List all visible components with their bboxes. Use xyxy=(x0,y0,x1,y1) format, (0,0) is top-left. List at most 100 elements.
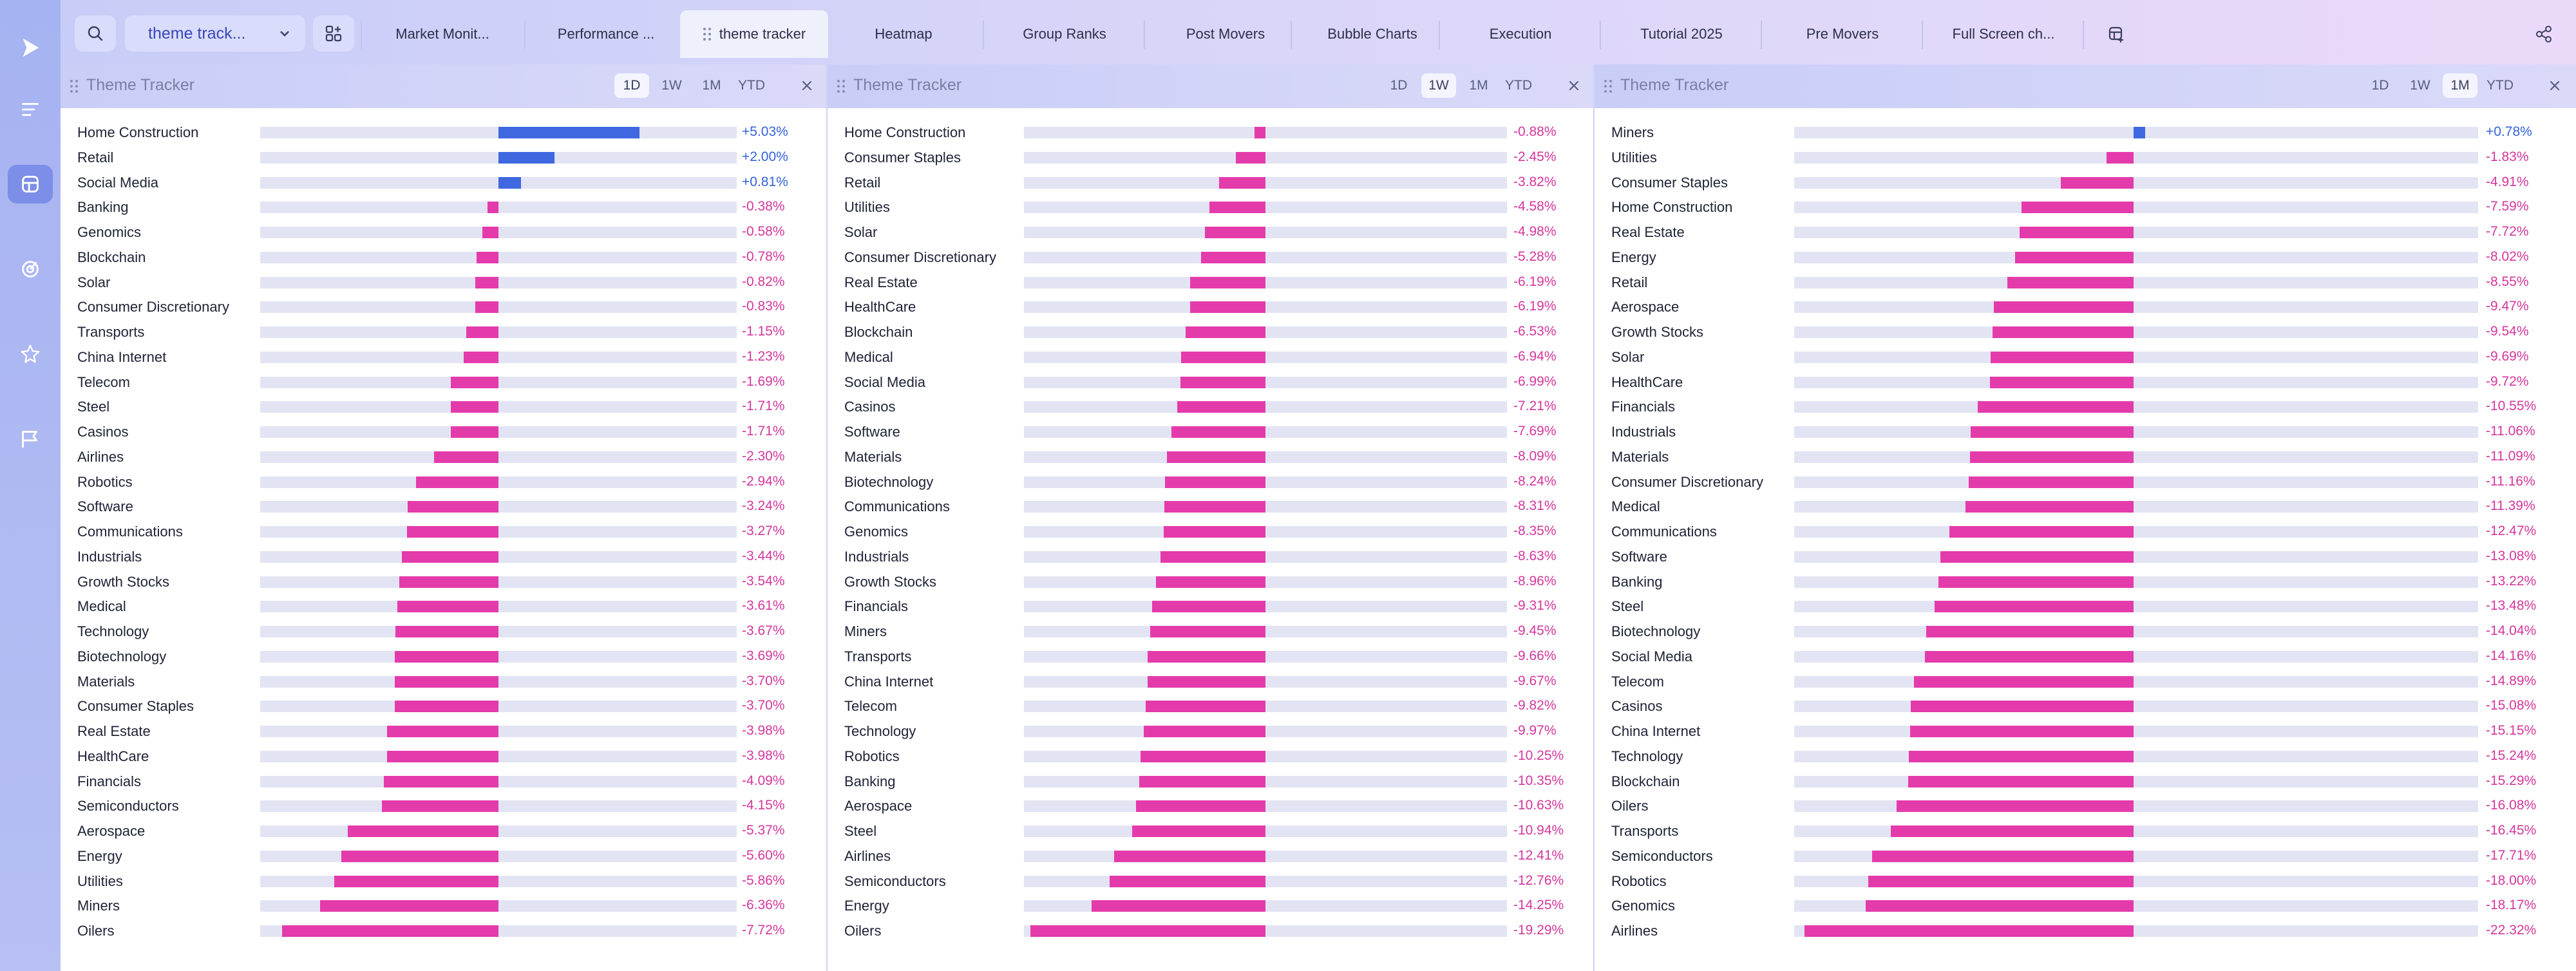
play-logo-icon[interactable] xyxy=(8,28,53,67)
theme-row[interactable]: Energy -8.02% xyxy=(1595,245,2576,270)
theme-row[interactable]: Biotechnology -8.24% xyxy=(828,469,1593,495)
theme-row[interactable]: Transports -9.66% xyxy=(828,644,1593,669)
tab-execution[interactable]: Execution xyxy=(1446,10,1595,58)
theme-row[interactable]: Casinos -15.08% xyxy=(1595,693,2576,719)
theme-row[interactable]: Oilers -16.08% xyxy=(1595,793,2576,818)
drag-handle-icon[interactable] xyxy=(703,26,712,42)
theme-row[interactable]: HealthCare -3.98% xyxy=(61,744,826,769)
theme-row[interactable]: Airlines -22.32% xyxy=(1595,918,2576,943)
theme-row[interactable]: Miners +0.78% xyxy=(1595,120,2576,145)
theme-row[interactable]: Biotechnology -14.04% xyxy=(1595,619,2576,644)
theme-row[interactable]: Transports -1.15% xyxy=(61,319,826,344)
theme-row[interactable]: Communications -3.27% xyxy=(61,519,826,544)
theme-row[interactable]: Semiconductors -17.71% xyxy=(1595,844,2576,869)
theme-row[interactable]: Medical -11.39% xyxy=(1595,494,2576,519)
theme-row[interactable]: Blockchain -0.78% xyxy=(61,245,826,270)
theme-row[interactable]: Aerospace -5.37% xyxy=(61,818,826,844)
theme-row[interactable]: Medical -3.61% xyxy=(61,594,826,619)
tab-performance[interactable]: Performance ... xyxy=(532,10,680,58)
theme-row[interactable]: Biotechnology -3.69% xyxy=(61,644,826,669)
theme-row[interactable]: Aerospace -10.63% xyxy=(828,793,1593,818)
drag-handle-icon[interactable] xyxy=(70,79,79,94)
close-icon[interactable] xyxy=(2548,79,2562,93)
flag-icon[interactable] xyxy=(8,420,53,458)
timeframe-button-1m[interactable]: 1M xyxy=(702,78,721,93)
theme-row[interactable]: Airlines -2.30% xyxy=(61,444,826,469)
tab-full-screen-charts[interactable]: Full Screen ch... xyxy=(1929,10,2078,58)
timeframe-button-ytd[interactable]: YTD xyxy=(2486,78,2514,93)
theme-row[interactable]: Real Estate -6.19% xyxy=(828,270,1593,295)
theme-row[interactable]: Blockchain -6.53% xyxy=(828,319,1593,344)
theme-row[interactable]: HealthCare -9.72% xyxy=(1595,370,2576,395)
theme-row[interactable]: Financials -9.31% xyxy=(828,594,1593,619)
theme-row[interactable]: Retail +2.00% xyxy=(61,145,826,170)
theme-row[interactable]: Communications -8.31% xyxy=(828,494,1593,519)
theme-row[interactable]: Solar -0.82% xyxy=(61,270,826,295)
theme-row[interactable]: Utilities -5.86% xyxy=(61,869,826,894)
add-tab-button[interactable] xyxy=(2096,10,2137,58)
theme-row[interactable]: Technology -15.24% xyxy=(1595,744,2576,769)
theme-row[interactable]: Oilers -7.72% xyxy=(61,918,826,943)
theme-row[interactable]: Growth Stocks -9.54% xyxy=(1595,319,2576,344)
share-button[interactable] xyxy=(2526,18,2562,50)
theme-row[interactable]: Banking -0.38% xyxy=(61,194,826,220)
theme-row[interactable]: Blockchain -15.29% xyxy=(1595,769,2576,794)
theme-row[interactable]: Technology -9.97% xyxy=(828,719,1593,744)
theme-row[interactable]: Consumer Staples -4.91% xyxy=(1595,170,2576,195)
theme-row[interactable]: Genomics -18.17% xyxy=(1595,893,2576,918)
theme-row[interactable]: Energy -14.25% xyxy=(828,893,1593,918)
theme-row[interactable]: Social Media +0.81% xyxy=(61,170,826,195)
theme-row[interactable]: Financials -10.55% xyxy=(1595,394,2576,419)
theme-row[interactable]: Utilities -1.83% xyxy=(1595,145,2576,170)
theme-row[interactable]: Energy -5.60% xyxy=(61,844,826,869)
theme-row[interactable]: Telecom -14.89% xyxy=(1595,669,2576,694)
theme-row[interactable]: Retail -8.55% xyxy=(1595,270,2576,295)
theme-row[interactable]: Industrials -11.06% xyxy=(1595,419,2576,444)
timeframe-button-ytd[interactable]: YTD xyxy=(738,78,765,93)
theme-row[interactable]: Solar -9.69% xyxy=(1595,344,2576,370)
theme-row[interactable]: China Internet -9.67% xyxy=(828,669,1593,694)
theme-row[interactable]: Materials -3.70% xyxy=(61,669,826,694)
theme-row[interactable]: Consumer Staples -2.45% xyxy=(828,145,1593,170)
radar-icon[interactable] xyxy=(8,250,53,288)
tab-post-movers[interactable]: Post Movers xyxy=(1151,10,1300,58)
timeframe-button-1w[interactable]: 1W xyxy=(661,78,682,93)
workspace-select[interactable]: theme track... xyxy=(125,15,305,52)
theme-row[interactable]: Telecom -1.69% xyxy=(61,370,826,395)
timeframe-button-1w[interactable]: 1W xyxy=(2410,78,2430,93)
close-icon[interactable] xyxy=(800,79,814,93)
close-icon[interactable] xyxy=(1567,79,1581,93)
theme-row[interactable]: HealthCare -6.19% xyxy=(828,294,1593,319)
search-button[interactable] xyxy=(75,15,116,52)
theme-row[interactable]: Robotics -10.25% xyxy=(828,744,1593,769)
theme-row[interactable]: Home Construction +5.03% xyxy=(61,120,826,145)
theme-row[interactable]: Consumer Discretionary -0.83% xyxy=(61,294,826,319)
theme-row[interactable]: Banking -13.22% xyxy=(1595,569,2576,594)
theme-row[interactable]: Steel -10.94% xyxy=(828,818,1593,844)
theme-row[interactable]: Robotics -2.94% xyxy=(61,469,826,495)
theme-row[interactable]: Medical -6.94% xyxy=(828,344,1593,370)
layout-button[interactable] xyxy=(313,15,354,52)
tab-pre-movers[interactable]: Pre Movers xyxy=(1768,10,1917,58)
theme-row[interactable]: Semiconductors -12.76% xyxy=(828,869,1593,894)
theme-row[interactable]: Retail -3.82% xyxy=(828,170,1593,195)
tab-tutorial-2025[interactable]: Tutorial 2025 xyxy=(1607,10,1756,58)
theme-row[interactable]: Transports -16.45% xyxy=(1595,818,2576,844)
timeframe-button-1w[interactable]: 1W xyxy=(1421,73,1456,98)
theme-row[interactable]: Solar -4.98% xyxy=(828,220,1593,245)
theme-row[interactable]: Growth Stocks -8.96% xyxy=(828,569,1593,594)
timeframe-button-1d[interactable]: 1D xyxy=(1390,78,1408,93)
theme-row[interactable]: Software -13.08% xyxy=(1595,544,2576,569)
drag-handle-icon[interactable] xyxy=(1604,79,1613,94)
star-icon[interactable] xyxy=(8,335,53,373)
theme-row[interactable]: Real Estate -7.72% xyxy=(1595,220,2576,245)
theme-row[interactable]: Banking -10.35% xyxy=(828,769,1593,794)
theme-row[interactable]: Consumer Discretionary -11.16% xyxy=(1595,469,2576,495)
tab-theme-tracker[interactable]: theme tracker xyxy=(680,10,828,58)
theme-row[interactable]: Consumer Staples -3.70% xyxy=(61,693,826,719)
theme-row[interactable]: Home Construction -0.88% xyxy=(828,120,1593,145)
tab-heatmap[interactable]: Heatmap xyxy=(829,10,978,58)
theme-row[interactable]: Social Media -6.99% xyxy=(828,370,1593,395)
theme-row[interactable]: Miners -6.36% xyxy=(61,893,826,918)
timeframe-button-1d[interactable]: 1D xyxy=(2371,78,2389,93)
